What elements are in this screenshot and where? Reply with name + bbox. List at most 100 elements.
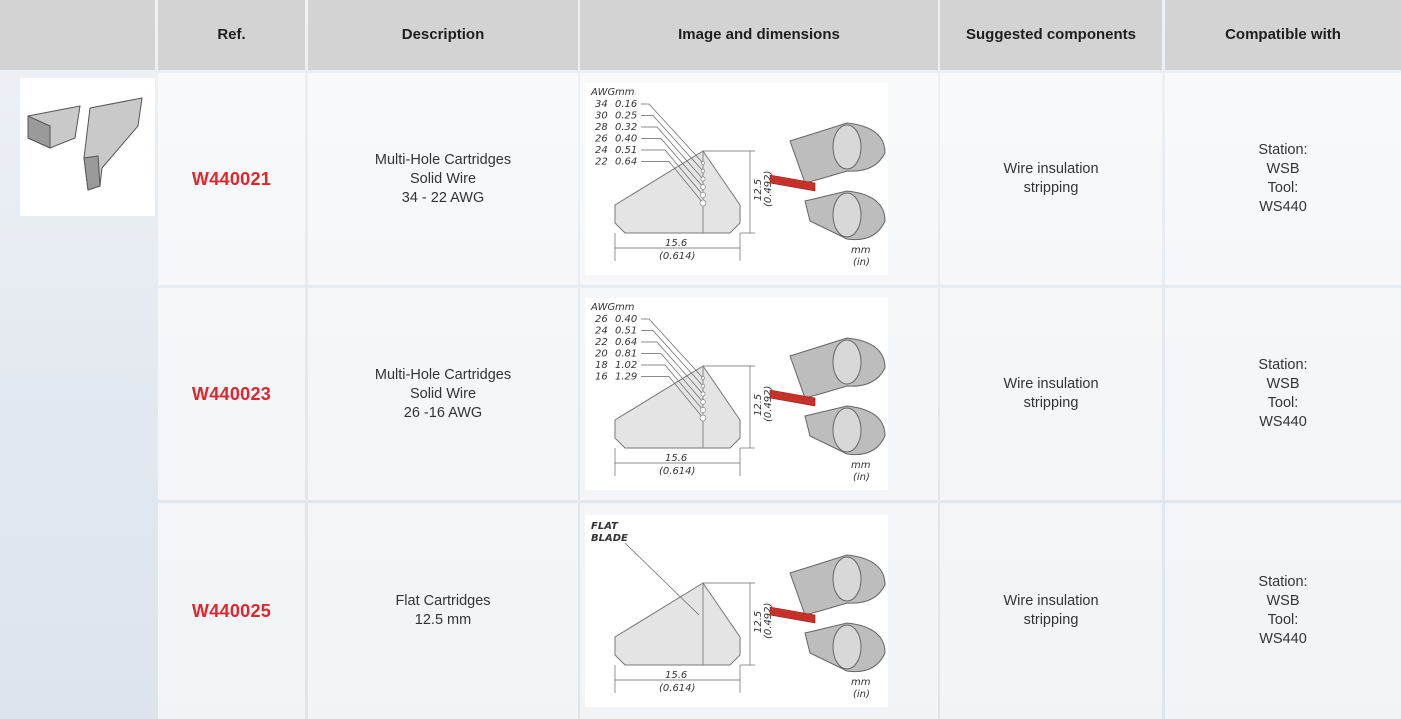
description-line: 12.5 mm — [414, 612, 472, 628]
gauge-mm: 1.29 — [615, 372, 637, 383]
component-line: stripping — [1023, 180, 1079, 196]
dim-height-in: (0.492) — [763, 386, 774, 422]
compatible-line: Station: — [1258, 357, 1308, 373]
gauge-mm: 0.25 — [615, 111, 637, 122]
compatible-line: WS440 — [1259, 631, 1307, 647]
gauge-mm: 0.16 — [615, 99, 637, 110]
description-line: Flat Cartridges — [395, 593, 491, 609]
description-line: 26 -16 AWG — [403, 404, 483, 421]
leader — [641, 149, 704, 196]
leader — [624, 542, 700, 616]
tool-end — [832, 339, 862, 385]
gauge-awg: 20 — [595, 349, 608, 360]
cartridge-shape — [614, 150, 741, 234]
table-cell: Wire insulation stripping — [940, 503, 1162, 719]
gauge-mm: 1.02 — [615, 360, 637, 371]
leader — [641, 330, 704, 387]
unit: mm — [851, 460, 871, 471]
gauge-awg: 24 — [595, 326, 608, 337]
wire — [769, 389, 816, 407]
diagram-head: AWG — [590, 302, 616, 313]
table-cell: Multi-Hole Cartridges Solid Wire 34 - 22 A… — [308, 73, 578, 285]
description-line: Multi-Hole Cartridges — [374, 151, 512, 168]
header-cell: Description — [308, 0, 578, 70]
component-line: stripping — [1023, 395, 1079, 411]
dim-width: 15.6 — [665, 238, 687, 249]
hole — [700, 407, 707, 414]
dim-width: 15.6 — [665, 453, 687, 464]
unit-in: (in) — [853, 257, 870, 268]
gauge-awg: 18 — [595, 360, 608, 371]
leader — [641, 138, 704, 188]
tool-end — [832, 407, 862, 453]
tool-end — [832, 556, 862, 602]
dim-width-in: (0.614) — [659, 683, 695, 694]
product-icon — [20, 78, 155, 216]
leader — [641, 376, 704, 419]
component-line: stripping — [1023, 612, 1079, 628]
diagram-bg — [585, 515, 888, 707]
table-cell: Flat Cartridges 12.5 mm — [308, 503, 578, 719]
ref-code: W440021 — [191, 168, 272, 189]
cartridge-shape — [614, 365, 741, 449]
tool-end — [832, 192, 862, 238]
dim-width: 15.6 — [665, 670, 687, 681]
component-line: Wire insulation — [1003, 161, 1099, 177]
diagram-bg — [585, 83, 888, 275]
compatible-line: WSB — [1266, 376, 1300, 392]
table-cell: W440021 — [158, 73, 305, 285]
flat-label: FLAT — [591, 521, 619, 532]
hole — [700, 391, 706, 397]
table-cell: AWG mm 34 0.16 30 0.25 28 0.32 26 0.40 24 0.51 22 0.6… — [580, 73, 938, 285]
flat-label: BLADE — [591, 533, 628, 544]
gauge-awg: 34 — [595, 99, 608, 110]
gauge-awg: 26 — [595, 314, 608, 325]
leader — [641, 353, 704, 403]
gauge-mm: 0.40 — [615, 314, 637, 325]
wire — [769, 606, 816, 624]
tool-end — [832, 124, 862, 170]
leader — [641, 341, 704, 395]
dim-height: 12.5 — [753, 394, 764, 416]
diagram-head: mm — [615, 87, 635, 98]
unit: mm — [851, 677, 871, 688]
gauge-awg: 30 — [595, 111, 608, 122]
diagram-head: AWG — [590, 87, 616, 98]
gauge-awg: 16 — [595, 372, 608, 383]
gauge-mm: 0.81 — [615, 349, 637, 360]
ref-code: W440023 — [191, 383, 272, 404]
table-cell: W440025 — [158, 503, 305, 719]
table-cell: W440023 — [158, 288, 305, 500]
dim-height-in: (0.492) — [763, 603, 774, 639]
component-line: Wire insulation — [1003, 376, 1099, 392]
leader — [641, 161, 704, 204]
hole — [699, 414, 707, 422]
ref-code: W440025 — [191, 600, 272, 621]
tool-end — [832, 624, 862, 670]
leader — [641, 126, 704, 180]
leader — [641, 103, 704, 164]
gauge-mm: 0.51 — [615, 145, 637, 156]
table-cell: Wire insulation stripping — [940, 73, 1162, 285]
dim-width-in: (0.614) — [659, 466, 695, 477]
table-cell: Wire insulation stripping — [940, 288, 1162, 500]
gauge-mm: 0.51 — [615, 326, 637, 337]
compatible-line: WS440 — [1259, 199, 1307, 215]
gauge-awg: 24 — [595, 145, 608, 156]
hole — [701, 376, 705, 380]
header-blank — [0, 0, 155, 70]
gauge-mm: 0.32 — [615, 122, 637, 133]
gauge-mm: 0.64 — [615, 157, 637, 168]
dim-height-in: (0.492) — [763, 171, 774, 207]
dim-height: 12.5 — [753, 179, 764, 201]
hole — [701, 161, 705, 165]
header-cell: Compatible with — [1165, 0, 1401, 70]
header-cell: Image and dimensions — [580, 0, 938, 70]
hole — [700, 176, 706, 182]
unit-in: (in) — [853, 689, 870, 700]
component-line: Wire insulation — [1003, 593, 1099, 609]
